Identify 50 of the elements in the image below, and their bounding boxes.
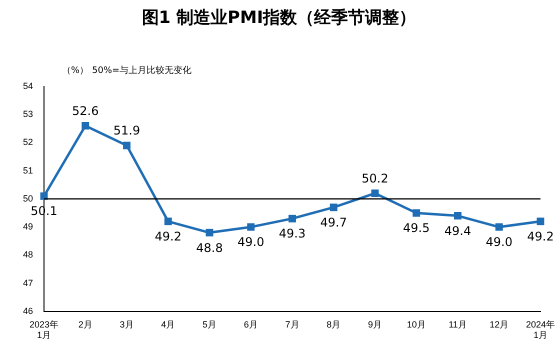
point	[247, 223, 255, 231]
data-label: 50.2	[362, 171, 388, 186]
point	[412, 209, 420, 217]
y-tick-label: 54	[22, 80, 34, 91]
text: 50%=与上月比较无变化	[92, 64, 192, 77]
y-tick-label: 47	[22, 278, 34, 288]
x-tick-label: 6月	[244, 319, 258, 330]
x-tick-label: 2月	[78, 319, 92, 330]
x-tick-label: 4月	[161, 319, 176, 330]
data-label: 49.0	[486, 235, 512, 250]
y-tick-label: 49	[22, 222, 34, 232]
point	[82, 122, 90, 130]
y-tick-label: 51	[22, 165, 34, 176]
x-tick-label: 11月	[448, 319, 467, 330]
data-label: 52.6	[72, 104, 99, 118]
data-label: 49.2	[154, 230, 182, 244]
x-tick-label: 8月	[326, 319, 341, 330]
chart-title: 图1 制造业PMI指数（经季节调整）	[140, 7, 418, 29]
point	[206, 228, 214, 236]
point	[454, 212, 462, 220]
x-tick-label: 9月	[368, 319, 382, 330]
point	[495, 223, 503, 231]
x-tick-label: 3月	[120, 319, 134, 330]
data-label: 49.7	[320, 215, 347, 230]
point	[40, 192, 48, 200]
data-label: 49.4	[444, 224, 472, 238]
data-label: 51.9	[113, 124, 140, 138]
data-label: 49.3	[278, 226, 306, 241]
y-tick-label: 46	[22, 306, 34, 316]
x-tick-label: 10月	[406, 319, 426, 330]
y-tick-label: 53	[22, 109, 34, 120]
text: （%）	[62, 65, 89, 77]
data-label: 48.8	[196, 240, 223, 255]
x-tick-label: 12月	[490, 319, 509, 330]
y-tick-label: 48	[22, 250, 34, 260]
x-tick-label: 5月	[202, 319, 217, 330]
point	[536, 218, 544, 226]
y-tick-label: 52	[22, 137, 34, 148]
x-tick-label: 2023年 1月	[29, 319, 59, 340]
y-tick-label: 50	[22, 193, 34, 204]
data-label: 49.5	[403, 221, 430, 236]
data-label: 49.0	[238, 235, 264, 250]
point	[123, 142, 130, 150]
point	[288, 214, 296, 222]
point	[371, 190, 379, 197]
point	[164, 218, 172, 226]
point	[330, 204, 338, 212]
x-tick-label: 7月	[285, 319, 300, 330]
x-tick-label: 2024年 1月	[526, 319, 556, 340]
data-label: 49.2	[527, 230, 554, 244]
